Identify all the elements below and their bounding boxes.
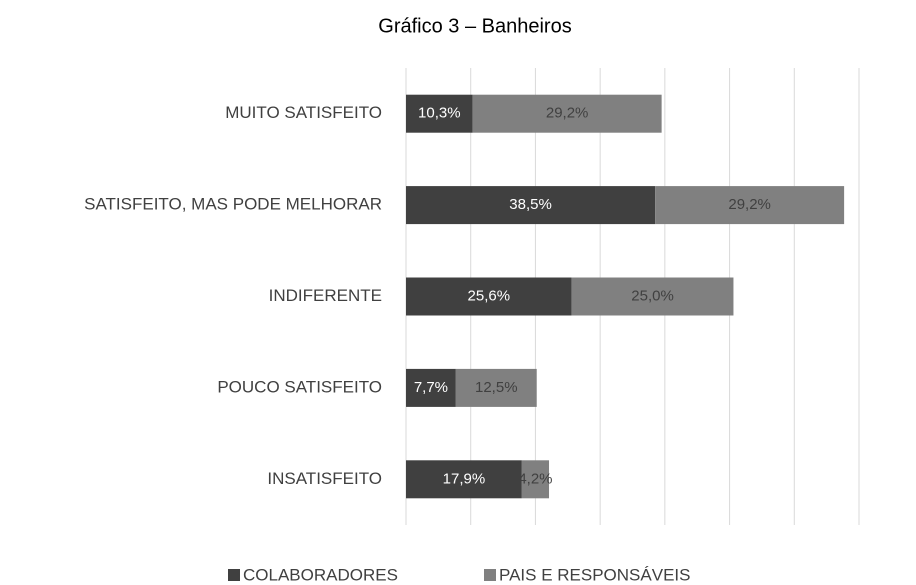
bar-segment bbox=[655, 186, 845, 225]
data-label: 25,0% bbox=[631, 287, 674, 304]
legend-label: PAIS E RESPONSÁVEIS bbox=[499, 565, 690, 584]
data-label: 10,3% bbox=[418, 105, 461, 122]
bar-segment bbox=[406, 94, 473, 133]
bar-segment bbox=[472, 94, 662, 133]
bar-segment bbox=[571, 277, 734, 316]
data-label: 12,5% bbox=[475, 379, 518, 396]
bar-segment bbox=[406, 368, 456, 407]
data-label: 4,2% bbox=[518, 470, 552, 487]
legend-swatch bbox=[228, 569, 240, 581]
y-tick-label: SATISFEITO, MAS PODE MELHORAR bbox=[84, 195, 382, 214]
bar-segment bbox=[406, 186, 656, 225]
data-label: 29,2% bbox=[546, 105, 589, 122]
bar-segment bbox=[521, 460, 550, 499]
data-label: 17,9% bbox=[443, 470, 486, 487]
data-label: 29,2% bbox=[728, 196, 771, 213]
y-tick-label: MUITO SATISFEITO bbox=[225, 103, 382, 122]
legend-swatch bbox=[484, 569, 496, 581]
y-tick-label: POUCO SATISFEITO bbox=[217, 377, 382, 396]
chart-title: Gráfico 3 – Banheiros bbox=[378, 15, 571, 37]
bar-segment bbox=[406, 460, 522, 499]
data-label: 25,6% bbox=[468, 287, 511, 304]
bar-segment bbox=[455, 368, 537, 407]
y-tick-label: INDIFERENTE bbox=[269, 286, 382, 305]
bar-segment bbox=[406, 277, 572, 316]
data-label: 7,7% bbox=[414, 379, 448, 396]
y-tick-label: INSATISFEITO bbox=[267, 469, 382, 488]
data-label: 38,5% bbox=[509, 196, 552, 213]
legend-label: COLABORADORES bbox=[243, 565, 398, 584]
